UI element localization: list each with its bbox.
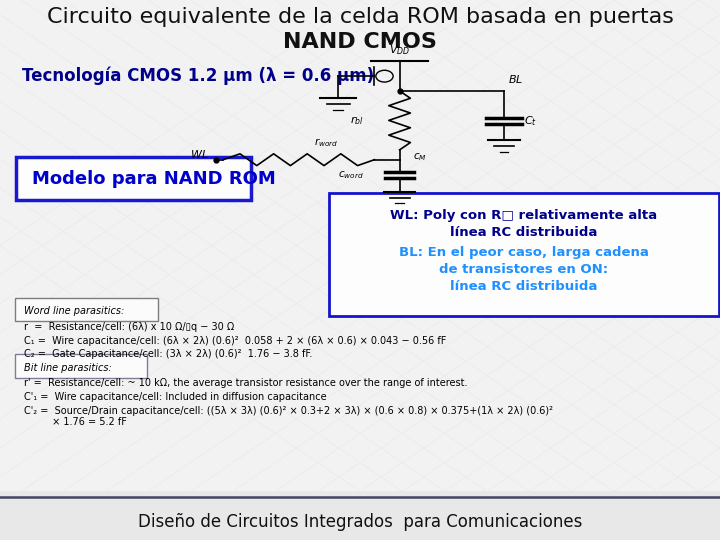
Text: Circuito equivalente de la celda ROM basada en puertas: Circuito equivalente de la celda ROM bas…: [47, 8, 673, 28]
Text: NAND CMOS: NAND CMOS: [283, 32, 437, 52]
Text: $C_t$: $C_t$: [524, 114, 537, 128]
Text: $BL$: $BL$: [508, 73, 523, 85]
Text: C'₁ =  Wire capacitance/cell: Included in diffusion capacitance: C'₁ = Wire capacitance/cell: Included in…: [24, 392, 327, 402]
Text: r  =  Resistance/cell: (6λ) x 10 Ω/▯q − 30 Ω: r = Resistance/cell: (6λ) x 10 Ω/▯q − 30…: [24, 322, 235, 332]
Text: línea RC distribuida: línea RC distribuida: [450, 280, 598, 293]
Text: $r_{word}$: $r_{word}$: [314, 136, 338, 149]
Text: Diseño de Circuitos Integrados  para Comunicaciones: Diseño de Circuitos Integrados para Comu…: [138, 512, 582, 530]
Text: $V_{DD}$: $V_{DD}$: [389, 43, 410, 57]
Text: $c_{word}$: $c_{word}$: [338, 169, 364, 181]
FancyBboxPatch shape: [16, 157, 251, 200]
Text: $WL$: $WL$: [190, 148, 209, 160]
Text: Word line parasitics:: Word line parasitics:: [24, 306, 125, 316]
Text: línea RC distribuida: línea RC distribuida: [450, 226, 598, 239]
Text: Modelo para NAND ROM: Modelo para NAND ROM: [32, 170, 276, 188]
Text: × 1.76 = 5.2 fF: × 1.76 = 5.2 fF: [24, 417, 127, 427]
Text: C₂ =  Gate Capacitance/cell: (3λ × 2λ) (0.6)²  1.76 − 3.8 fF.: C₂ = Gate Capacitance/cell: (3λ × 2λ) (0…: [24, 349, 313, 360]
Text: Tecnología CMOS 1.2 μm (λ = 0.6 μm): Tecnología CMOS 1.2 μm (λ = 0.6 μm): [22, 66, 374, 85]
Text: BL: En el peor caso, larga cadena: BL: En el peor caso, larga cadena: [399, 246, 649, 259]
Text: C₁ =  Wire capacitance/cell: (6λ × 2λ) (0.6)²  0.058 + 2 × (6λ × 0.6) × 0.043 − : C₁ = Wire capacitance/cell: (6λ × 2λ) (0…: [24, 336, 447, 346]
Text: WL: Poly con R□ relativamente alta: WL: Poly con R□ relativamente alta: [390, 209, 657, 222]
FancyBboxPatch shape: [329, 193, 719, 316]
Text: $c_M$: $c_M$: [413, 151, 426, 163]
FancyBboxPatch shape: [15, 354, 147, 378]
Text: C'₂ =  Source/Drain capacitance/cell: ((5λ × 3λ) (0.6)² × 0.3+2 × 3λ) × (0.6 × 0: C'₂ = Source/Drain capacitance/cell: ((5…: [24, 406, 554, 416]
Text: de transistores en ON:: de transistores en ON:: [439, 263, 608, 276]
Text: r' =  Resistance/cell: ~ 10 kΩ, the average transistor resistance over the range: r' = Resistance/cell: ~ 10 kΩ, the avera…: [24, 379, 468, 388]
Text: $r_{bl}$: $r_{bl}$: [350, 114, 364, 127]
FancyBboxPatch shape: [15, 298, 158, 321]
Text: Bit line parasitics:: Bit line parasitics:: [24, 363, 112, 373]
